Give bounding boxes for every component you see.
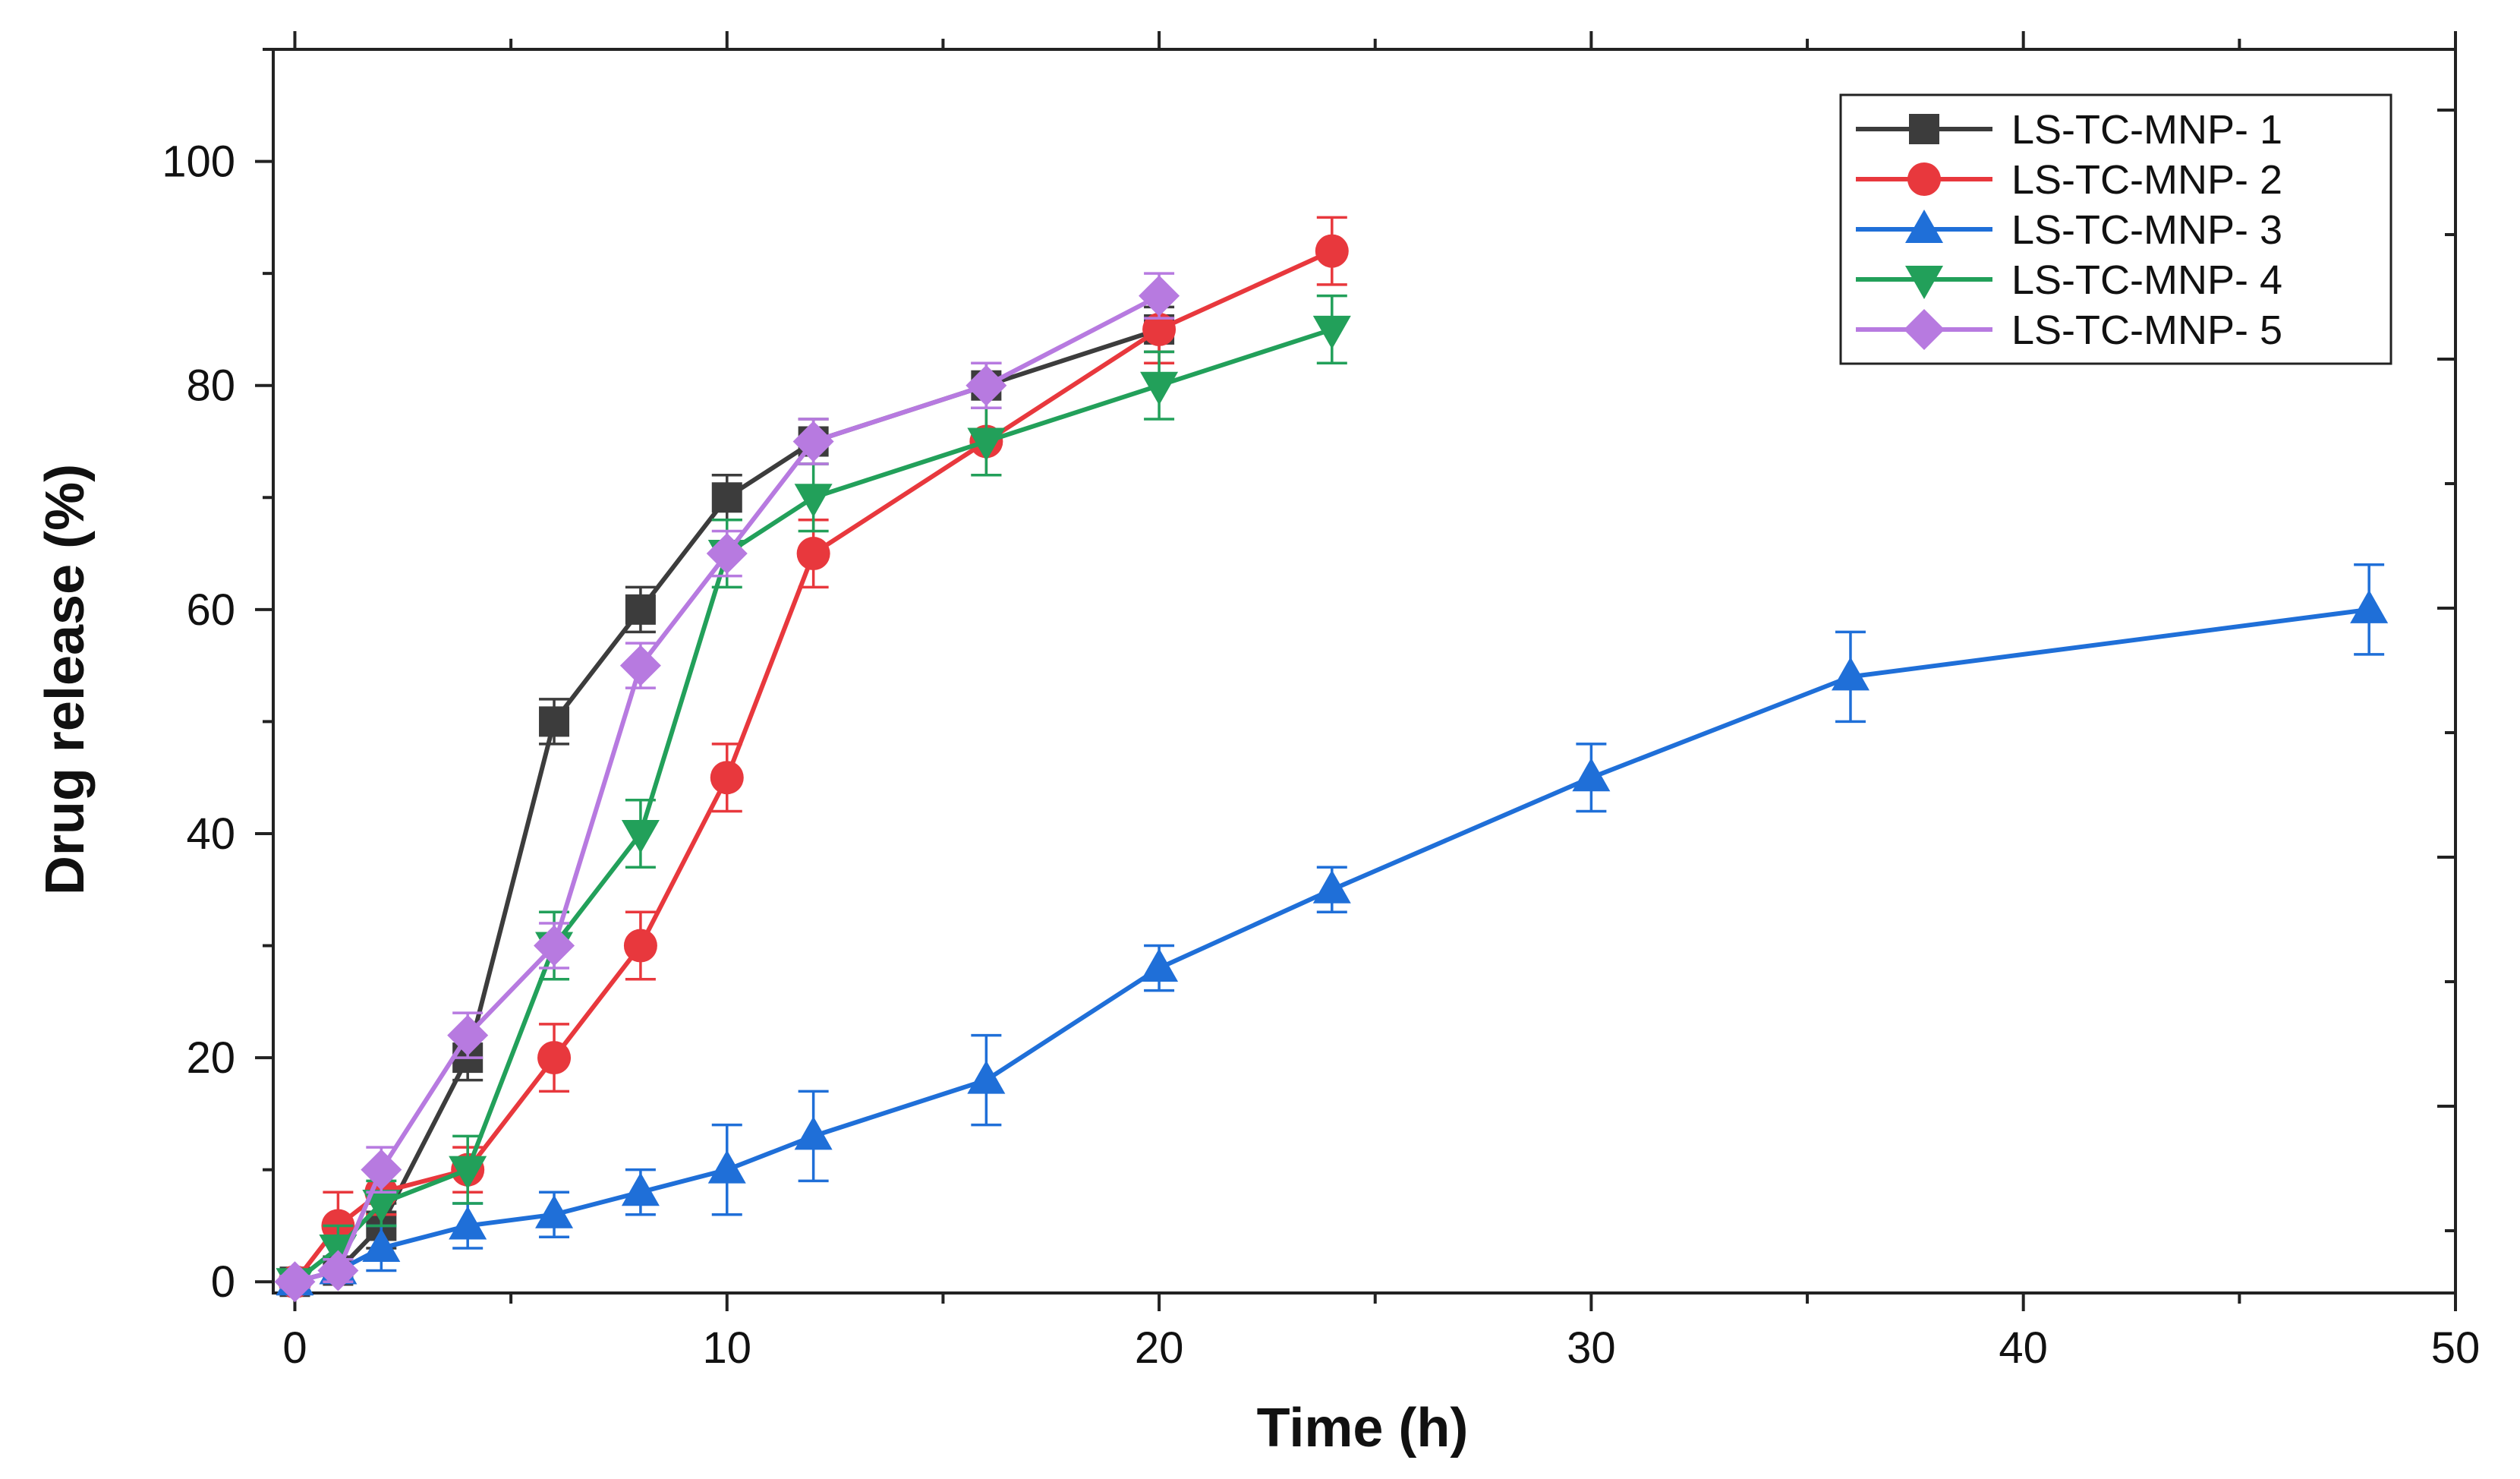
x-axis-title: Time (h) xyxy=(1257,1398,1469,1459)
data-point xyxy=(796,537,830,571)
series-layer xyxy=(274,216,2389,1303)
data-point xyxy=(710,761,744,795)
data-point xyxy=(707,1149,746,1184)
data-point xyxy=(361,1149,402,1190)
legend-item: LS-TC-MNP- 1 xyxy=(1856,107,2282,153)
data-point xyxy=(794,484,833,518)
data-point xyxy=(792,421,834,462)
data-point xyxy=(1142,312,1177,346)
data-point xyxy=(274,1261,316,1303)
data-point xyxy=(623,929,657,963)
data-point xyxy=(1312,315,1351,349)
data-point xyxy=(362,1189,401,1223)
axes-layer: 0 10 20 30 40 50 0 20 40 60 80 100 xyxy=(162,31,2480,1373)
data-point xyxy=(794,1116,833,1150)
legend-marker xyxy=(1907,162,1941,196)
y-tick-label: 60 xyxy=(186,585,235,635)
legend-marker xyxy=(1905,210,1943,243)
y-tick-label: 0 xyxy=(211,1257,235,1307)
data-point xyxy=(967,427,1006,462)
data-point xyxy=(2350,589,2389,623)
legend-item: LS-TC-MNP- 3 xyxy=(1856,207,2282,253)
data-point xyxy=(362,1228,401,1262)
y-axis-title: Drug release (%) xyxy=(35,464,96,895)
y-tick-label: 40 xyxy=(186,809,235,859)
x-tick-label: 20 xyxy=(1135,1323,1184,1373)
legend-label: LS-TC-MNP- 3 xyxy=(2011,207,2282,253)
y-tick-label: 80 xyxy=(186,361,235,411)
series-line xyxy=(294,607,2370,1285)
x-tick-label: 0 xyxy=(282,1323,307,1373)
data-point xyxy=(537,1041,572,1075)
plot-frame xyxy=(272,48,2457,1295)
data-point xyxy=(1140,948,1179,982)
x-tick-label: 40 xyxy=(1999,1323,2048,1373)
legend-label: LS-TC-MNP- 2 xyxy=(2011,157,2282,203)
data-point xyxy=(621,819,660,853)
data-point xyxy=(1139,275,1180,317)
x-tick-label: 50 xyxy=(2431,1323,2481,1373)
legend-item: LS-TC-MNP- 5 xyxy=(1856,307,2282,353)
x-tick-label: 10 xyxy=(703,1323,752,1373)
legend-item: LS-TC-MNP- 4 xyxy=(1856,257,2282,303)
data-point xyxy=(539,706,570,737)
data-point xyxy=(965,364,1007,406)
legend-label: LS-TC-MNP- 5 xyxy=(2011,307,2282,353)
legend-marker xyxy=(1904,309,1945,350)
data-point xyxy=(706,533,748,575)
data-point xyxy=(619,645,661,686)
data-point xyxy=(1312,869,1351,903)
data-point xyxy=(1140,371,1179,405)
legend-marker xyxy=(1905,266,1943,299)
data-point xyxy=(449,1156,487,1190)
series-line xyxy=(294,293,1161,1285)
data-point xyxy=(447,1014,489,1056)
x-tick-label: 30 xyxy=(1567,1323,1616,1373)
data-point xyxy=(317,1250,359,1291)
data-point xyxy=(967,1060,1006,1094)
y-tick-label: 100 xyxy=(162,137,235,187)
data-point xyxy=(621,1172,660,1206)
y-tick-label: 20 xyxy=(186,1033,235,1083)
legend-marker xyxy=(1909,114,1939,144)
data-point xyxy=(1572,758,1611,792)
legend: LS-TC-MNP- 1LS-TC-MNP- 2LS-TC-MNP- 3LS-T… xyxy=(1839,93,2392,365)
data-point xyxy=(535,1194,574,1228)
data-point xyxy=(1831,657,1870,691)
legend-label: LS-TC-MNP- 4 xyxy=(2011,257,2282,303)
data-point xyxy=(711,482,742,513)
legend-item: LS-TC-MNP- 2 xyxy=(1856,157,2282,203)
data-point xyxy=(625,594,656,625)
data-point xyxy=(534,925,575,967)
series-5 xyxy=(274,272,1180,1303)
legend-label: LS-TC-MNP- 1 xyxy=(2011,107,2282,153)
data-point xyxy=(1315,234,1349,268)
data-point xyxy=(449,1206,487,1240)
